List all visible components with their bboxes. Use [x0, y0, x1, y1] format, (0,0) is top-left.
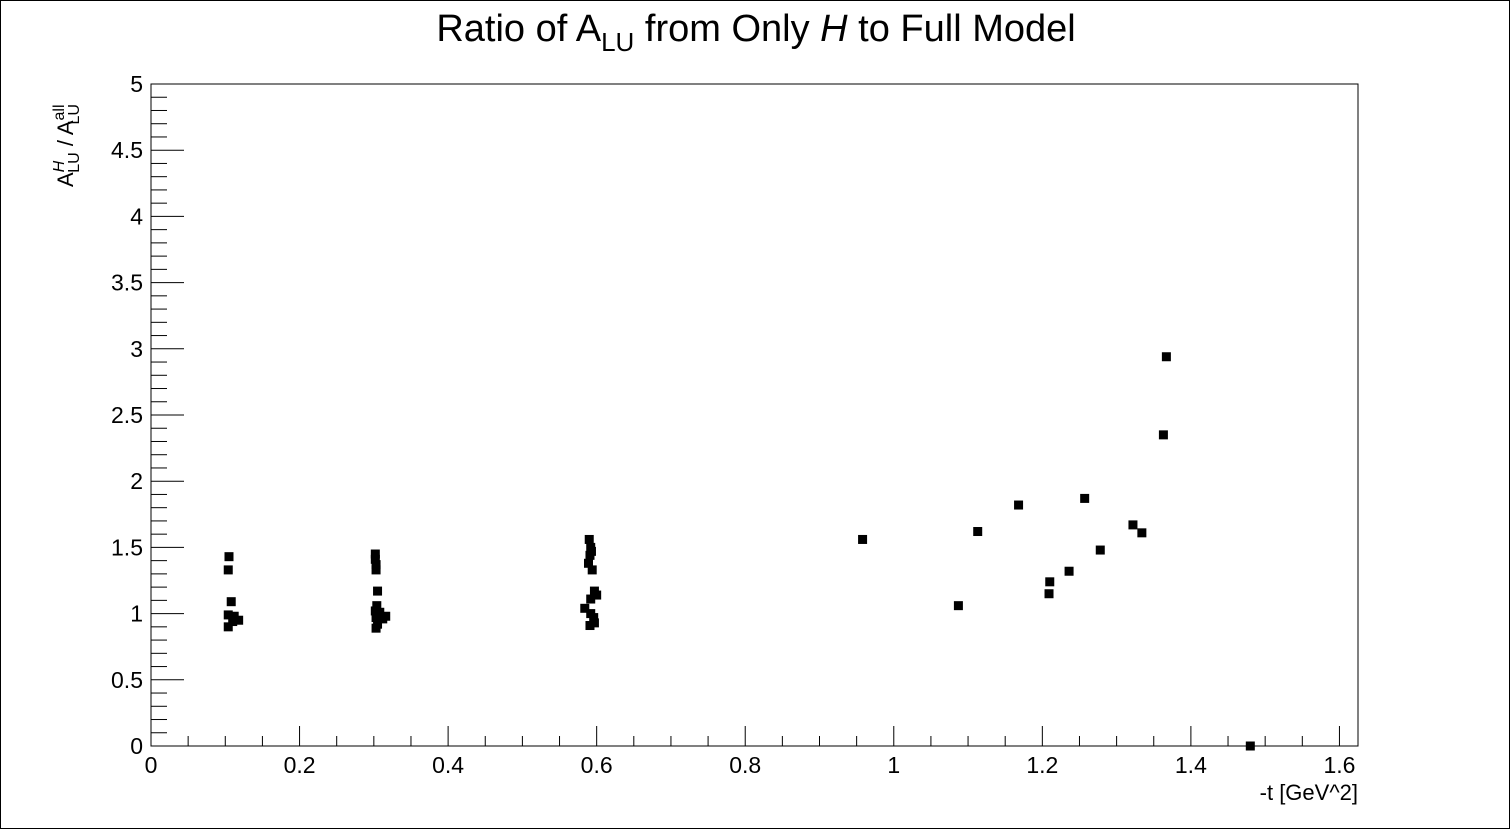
title-text-post: to Full Model	[848, 8, 1076, 50]
data-point	[1044, 589, 1054, 599]
data-point	[1128, 520, 1138, 530]
chart-title: Ratio of ALU from Only H to Full Model	[436, 8, 1075, 57]
y-tick-label: 4	[130, 203, 143, 229]
data-point	[223, 622, 233, 632]
data-point	[585, 621, 595, 631]
y-tick-label: 2	[130, 468, 143, 494]
x-tick-label: 1.6	[1323, 752, 1355, 778]
data-point	[587, 565, 597, 575]
x-tick-label: 0.8	[729, 752, 761, 778]
data-points	[223, 352, 1255, 751]
data-point	[1245, 741, 1255, 751]
data-point	[375, 607, 385, 617]
plot-frame	[150, 83, 1359, 747]
data-point	[1045, 577, 1055, 587]
data-point	[592, 590, 602, 600]
data-point	[1064, 566, 1074, 576]
data-point	[234, 615, 244, 625]
title-subscript: LU	[601, 27, 634, 57]
data-point	[1095, 545, 1105, 555]
data-point	[371, 623, 381, 633]
y-axis-ticks	[151, 83, 184, 747]
data-point	[1137, 528, 1147, 538]
data-point	[223, 610, 233, 620]
x-axis-title: -t [GeV^2]	[1260, 780, 1358, 805]
y-tick-label: 2.5	[111, 402, 143, 428]
data-point	[1158, 430, 1168, 440]
y-title-den-main: A	[53, 120, 78, 135]
data-point	[371, 565, 381, 575]
x-tick-label: 0.6	[581, 752, 613, 778]
y-tick-label: 0.5	[111, 667, 143, 693]
data-point	[953, 601, 963, 611]
title-italic-h: H	[820, 8, 848, 50]
x-tick-label: 0	[145, 752, 158, 778]
x-tick-label: 0.4	[432, 752, 464, 778]
y-tick-label: 3	[130, 336, 143, 362]
data-point	[584, 534, 594, 544]
title-text-mid: from Only	[634, 8, 820, 50]
x-tick-label: 0.2	[284, 752, 316, 778]
y-title-slash: /	[53, 135, 78, 152]
data-point	[223, 565, 233, 575]
data-point	[224, 552, 234, 562]
y-title-num-sub: LU	[66, 152, 83, 172]
x-tick-label: 1	[887, 752, 900, 778]
y-tick-label: 5	[130, 71, 143, 97]
data-point	[373, 586, 383, 596]
data-point	[228, 617, 238, 627]
data-point	[371, 560, 381, 570]
data-point	[1014, 500, 1024, 510]
data-point	[372, 601, 382, 611]
data-point	[370, 549, 380, 559]
y-tick-label: 1	[130, 601, 143, 627]
x-tick-label: 1.4	[1175, 752, 1207, 778]
y-axis-title: AHLU / AallLU	[51, 104, 83, 187]
data-point	[586, 594, 596, 604]
y-tick-label: 1.5	[111, 534, 143, 560]
data-point	[583, 558, 593, 568]
data-point	[580, 603, 590, 613]
title-text-pre: Ratio of A	[436, 8, 601, 50]
y-tick-label: 4.5	[111, 137, 143, 163]
x-axis-ticks	[150, 726, 1340, 746]
y-title-den-sub: LU	[66, 104, 83, 124]
data-point	[589, 613, 599, 623]
y-title-den-sup: all	[51, 104, 68, 120]
data-point	[370, 554, 380, 564]
y-tick-label: 0	[130, 733, 143, 759]
y-axis-tick-labels: 0 0.5 1 1.5 2 2.5 3 3.5 4 4.5 5	[111, 71, 143, 759]
y-title-num-sup: H	[51, 160, 68, 172]
data-point	[226, 597, 236, 607]
x-axis-tick-labels: 0 0.2 0.4 0.6 0.8 1 1.2 1.4 1.6	[145, 752, 1356, 778]
y-title-num-main: A	[53, 172, 78, 187]
data-point	[1161, 352, 1171, 362]
data-point	[371, 613, 381, 623]
data-point	[858, 534, 868, 544]
data-point	[1080, 493, 1090, 503]
data-point	[378, 614, 388, 624]
x-tick-label: 1.2	[1026, 752, 1058, 778]
y-tick-label: 3.5	[111, 270, 143, 296]
data-point	[973, 527, 983, 537]
data-point	[585, 550, 595, 560]
